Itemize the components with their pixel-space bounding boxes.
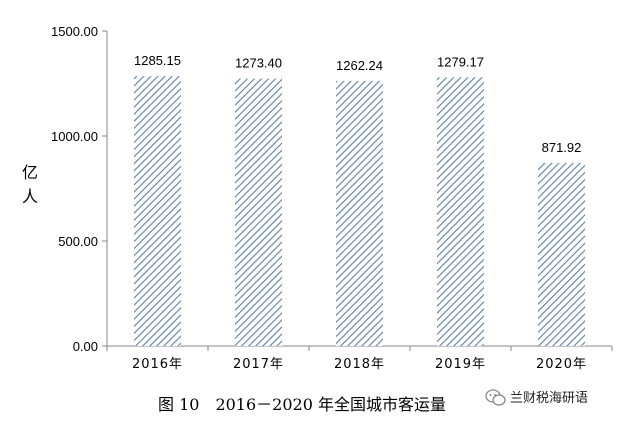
bar-2018年 [336,80,383,347]
y-tick-label: 0.00 [73,339,98,354]
y-tick-label: 1500.00 [51,24,98,39]
bar-2017年 [235,78,282,346]
figure-caption: 图 10 2016－2020 年全国城市客运量 [158,395,446,414]
y-tick-label: 500.00 [58,234,98,249]
x-tick-label: 2016年 [132,357,183,372]
y-axis-ticks: 0.00 500.00 1000.00 1500.00 [51,24,107,354]
bar-2016年 [134,76,181,346]
x-axis-ticks: 2016年 2017年 2018年 2019年 2020年 [106,346,613,372]
data-label: 871.92 [542,140,582,155]
data-labels: 1285.15 1273.40 1262.24 1279.17 871.92 [134,53,581,155]
y-axis-label: 亿人 [22,163,38,206]
y-tick-label: 1000.00 [51,129,98,144]
watermark: 兰财税海研语 [485,389,588,406]
data-label: 1262.24 [336,58,383,73]
data-label: 1273.40 [235,56,282,71]
x-tick-label: 2019年 [435,357,486,372]
y-axis-label-char: 亿 [22,163,38,182]
wechat-icon [485,389,506,406]
x-tick-label: 2018年 [334,357,385,372]
x-tick-label: 2017年 [233,357,284,372]
bars [134,76,585,347]
y-axis-label-char: 人 [22,187,38,206]
x-tick-label: 2020年 [536,357,587,372]
watermark-text: 兰财税海研语 [510,391,588,406]
bar-2019年 [437,77,484,346]
bar-2020年 [538,162,585,346]
data-label: 1285.15 [134,53,181,68]
data-label: 1279.17 [437,54,484,69]
